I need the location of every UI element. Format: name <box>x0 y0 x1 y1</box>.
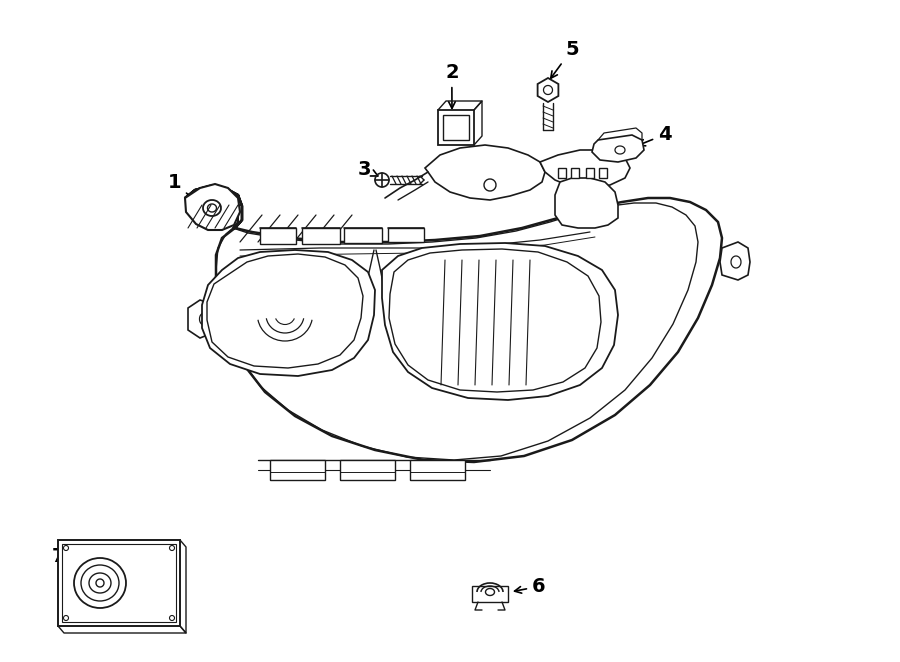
Polygon shape <box>270 460 325 480</box>
Polygon shape <box>720 242 750 280</box>
Polygon shape <box>555 178 618 228</box>
Text: 1: 1 <box>168 173 202 207</box>
Text: 5: 5 <box>551 40 579 78</box>
Polygon shape <box>571 168 579 178</box>
Polygon shape <box>382 243 618 400</box>
Text: 7: 7 <box>52 547 71 569</box>
Polygon shape <box>472 586 508 602</box>
Polygon shape <box>260 228 296 244</box>
Polygon shape <box>540 150 630 188</box>
Polygon shape <box>185 186 722 462</box>
Text: 6: 6 <box>515 577 545 596</box>
Text: 2: 2 <box>445 63 459 109</box>
Polygon shape <box>185 184 240 230</box>
Polygon shape <box>340 460 395 480</box>
Polygon shape <box>58 540 180 626</box>
Polygon shape <box>188 300 218 338</box>
Polygon shape <box>302 228 340 244</box>
Polygon shape <box>438 110 474 145</box>
Polygon shape <box>586 168 594 178</box>
Polygon shape <box>599 168 607 178</box>
Text: 4: 4 <box>638 125 671 146</box>
Polygon shape <box>558 168 566 178</box>
Polygon shape <box>388 228 424 242</box>
Polygon shape <box>425 145 545 200</box>
Polygon shape <box>344 228 382 243</box>
Polygon shape <box>202 250 375 376</box>
Polygon shape <box>537 78 558 102</box>
Polygon shape <box>592 135 644 162</box>
Text: 3: 3 <box>358 160 378 179</box>
Polygon shape <box>410 460 465 480</box>
